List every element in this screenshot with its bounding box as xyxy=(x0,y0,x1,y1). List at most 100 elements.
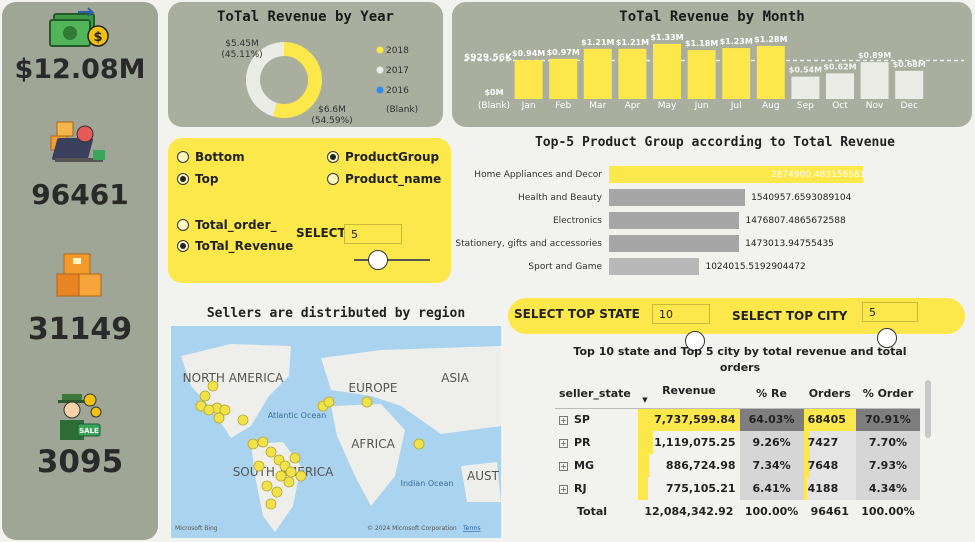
state-slider-handle[interactable] xyxy=(685,331,705,351)
top5-title: Top-5 Product Group according to Total R… xyxy=(534,135,896,150)
revenue-cell: 1,119,075.25 xyxy=(638,431,740,454)
state-cell[interactable]: + SP xyxy=(555,408,638,431)
month-bar-Dec[interactable] xyxy=(895,70,924,99)
month-bar-Nov[interactable] xyxy=(860,62,889,99)
city-slider-handle[interactable] xyxy=(877,328,897,348)
map-label-australia: AUST xyxy=(467,469,500,483)
month-data-label: $0.97M xyxy=(547,48,580,57)
state-cell[interactable]: + RJ xyxy=(555,477,638,500)
radio-product-group-dot[interactable] xyxy=(327,151,339,163)
month-bar-May[interactable] xyxy=(653,43,681,99)
top5-bar[interactable] xyxy=(609,212,740,229)
top5-bar[interactable] xyxy=(609,189,746,206)
donut-slice-2018[interactable] xyxy=(272,41,322,118)
expand-icon[interactable]: + xyxy=(559,485,568,494)
table-row[interactable]: + PR 1,119,075.25 9.26% 7427 7.70% xyxy=(555,431,920,454)
radio-total-order-dot[interactable] xyxy=(177,219,189,231)
africa-land xyxy=(331,404,405,506)
month-bar-Jun[interactable] xyxy=(687,50,716,99)
expand-icon[interactable]: + xyxy=(559,439,568,448)
total-label: Total xyxy=(577,505,608,518)
table-row[interactable]: + RJ 775,105.21 6.41% 4188 4.34% xyxy=(555,477,920,500)
month-bar-Aug[interactable] xyxy=(756,45,785,99)
month-data-label: $1.21M xyxy=(581,38,614,47)
top5-bar[interactable] xyxy=(609,235,740,252)
select-count-input[interactable]: 5 xyxy=(344,224,402,244)
radio-total-order[interactable]: Total_order_ xyxy=(177,218,277,232)
top5-bar[interactable] xyxy=(609,166,863,183)
world-map[interactable]: NORTH AMERICA EUROPE ASIA AFRICA SOUTH A… xyxy=(171,326,501,538)
select-slider-track[interactable] xyxy=(354,259,430,261)
month-data-label: $1.23M xyxy=(720,37,753,46)
donut-label-2018: $6.6M xyxy=(318,105,346,115)
select-top-state-label: SELECT TOP STATE xyxy=(514,307,640,321)
radio-product-name[interactable]: Product_name xyxy=(327,172,441,186)
revenue-cell: 7,737,599.84 xyxy=(638,408,740,431)
map-terms-link[interactable]: Terms xyxy=(462,525,481,532)
top5-value-label: 1476807.4865672588 xyxy=(745,216,846,226)
legend-blank[interactable]: (Blank) xyxy=(386,105,418,115)
radio-product-name-dot[interactable] xyxy=(327,173,339,185)
radio-bottom[interactable]: Bottom xyxy=(177,150,245,164)
total-pct-re: 100.00% xyxy=(744,505,799,518)
state-cell[interactable]: + PR xyxy=(555,431,638,454)
top5-bar[interactable] xyxy=(609,258,700,275)
month-data-label: $0.54M xyxy=(789,66,822,75)
expand-icon[interactable]: + xyxy=(559,462,568,471)
pct-re-cell: 9.26% xyxy=(739,431,804,454)
orders-cell: 68405 xyxy=(803,408,856,431)
top5-category-label: Electronics xyxy=(552,216,602,226)
legend-dot-2016 xyxy=(376,86,384,94)
month-data-label: $1.21M xyxy=(616,38,649,47)
map-title: Sellers are distributed by region xyxy=(206,306,466,321)
state-code: PR xyxy=(574,436,591,449)
month-tick-label: Sep xyxy=(797,101,814,111)
radio-total-revenue-dot[interactable] xyxy=(177,240,189,252)
select-top-state-input[interactable]: 10 xyxy=(652,304,710,324)
seller-sale-icon: SALE xyxy=(58,393,102,440)
total-orders: 96461 xyxy=(810,505,849,518)
legend-2016[interactable]: 2016 xyxy=(386,86,409,96)
radio-product-group[interactable]: ProductGroup xyxy=(327,150,439,164)
month-bar-Jul[interactable] xyxy=(722,48,751,99)
col-pct-order[interactable]: % Order xyxy=(855,380,920,409)
state-code: MG xyxy=(574,459,594,472)
col-pct-re[interactable]: % Re xyxy=(739,380,804,409)
orders-cell: 4188 xyxy=(803,477,856,500)
donut-slice-2017[interactable] xyxy=(246,42,284,117)
select-slider-handle[interactable] xyxy=(368,250,388,270)
state-cell[interactable]: + MG xyxy=(555,454,638,477)
top5-product-card: Top-5 Product Group according to Total R… xyxy=(455,133,970,283)
month-bar-Jan[interactable] xyxy=(514,60,543,99)
month-bar-Apr[interactable] xyxy=(618,48,647,99)
legend-2017[interactable]: 2017 xyxy=(386,66,409,76)
top5-value-label: 1473013.94755435 xyxy=(745,239,834,249)
month-bar-Mar[interactable] xyxy=(583,48,612,99)
table-row[interactable]: + SP 7,737,599.84 64.03% 68405 70.91% xyxy=(555,408,920,431)
donut-pct-2018: (54.59%) xyxy=(311,116,352,126)
legend-dot-2017 xyxy=(376,66,384,74)
revenue-by-year-card: ToTal Revenue by Year $5.45M (45.11%) $6… xyxy=(168,2,443,127)
pct-re-cell: 6.41% xyxy=(739,477,804,500)
col-orders[interactable]: Orders xyxy=(803,380,856,409)
col-seller-state[interactable]: seller_state xyxy=(555,380,639,409)
total-pct-order: 100.00% xyxy=(861,505,915,518)
donut-label-2017: $5.45M xyxy=(225,39,259,49)
month-bar-Feb[interactable] xyxy=(549,58,578,99)
month-bar-Oct[interactable] xyxy=(826,73,854,99)
table-row[interactable]: + MG 886,724.98 7.34% 7648 7.93% xyxy=(555,454,920,477)
col-revenue[interactable]: Revenue ▼ xyxy=(638,380,740,409)
radio-top[interactable]: Top xyxy=(177,172,218,186)
select-top-city-input[interactable]: 5 xyxy=(862,302,918,322)
radio-top-dot[interactable] xyxy=(177,173,189,185)
legend-2018[interactable]: 2018 xyxy=(386,46,409,56)
month-tick-label: Jun xyxy=(694,101,709,111)
month-bar-Sep[interactable] xyxy=(791,76,820,99)
month-data-label: $0.94M xyxy=(512,49,545,58)
shopping-boxes-icon xyxy=(50,121,105,162)
radio-total-revenue[interactable]: ToTal_Revenue xyxy=(177,239,293,253)
radio-bottom-dot[interactable] xyxy=(177,151,189,163)
table-scrollbar[interactable] xyxy=(925,380,931,438)
expand-icon[interactable]: + xyxy=(559,416,568,426)
orders-cell: 7427 xyxy=(803,431,856,454)
